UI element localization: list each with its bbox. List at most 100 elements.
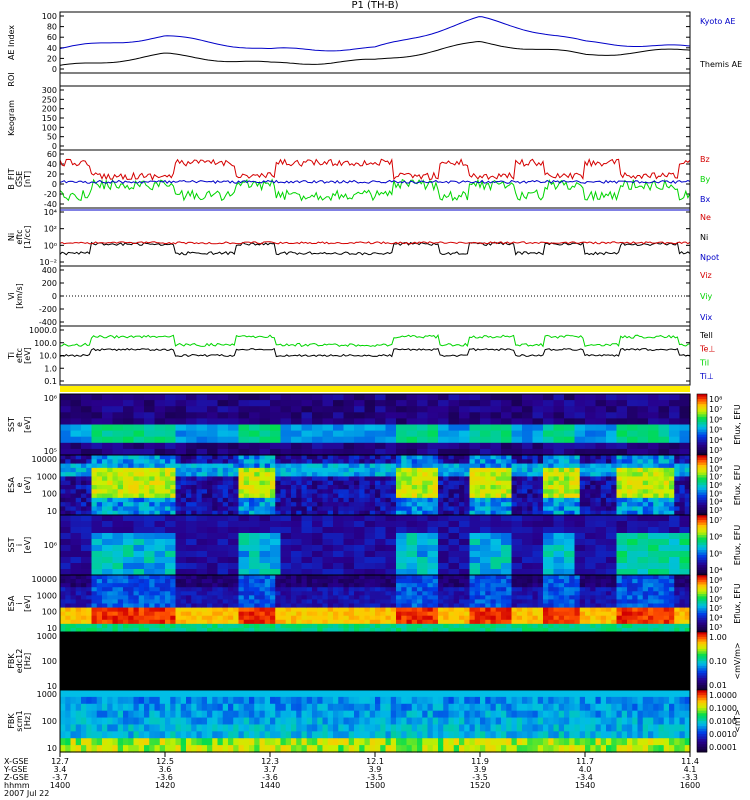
density-tick-label: 10⁻² (39, 258, 57, 267)
temperature-til (59, 334, 691, 348)
temperature-ylabel: Ti (7, 352, 16, 360)
x-axis-tick-label: -3.5 (472, 773, 488, 782)
keogram-panel-frame (59, 85, 691, 151)
bfield-legend-2: Bx (700, 195, 710, 204)
sst_i-ylabel: [eV] (23, 537, 32, 554)
esa_e-colorbar-tick: 10⁵ (709, 489, 722, 498)
esa_e-colorbar-tick: 10⁸ (709, 464, 722, 473)
roi-panel-frame (59, 72, 691, 87)
ae-tick-label: 20 (47, 54, 57, 63)
temperature-ylabel: eftc (15, 348, 24, 363)
x-axis-tick-label: 1600 (680, 781, 700, 790)
esa_e-tick-label: 10 (47, 507, 57, 516)
ae-tick-label: 40 (47, 44, 57, 53)
density-legend-0: Ne (700, 213, 711, 222)
esa_e-ylabel: e (15, 482, 24, 487)
ae-tick-label: 80 (47, 23, 57, 32)
esa_i-colorbar-tick: 10³ (709, 623, 722, 632)
esa_i-colorbar-tick: 10⁶ (709, 595, 722, 604)
x-axis-tick-label: 1420 (155, 781, 175, 790)
sst_e-colorbar-tick: 10⁶ (709, 415, 722, 424)
x-axis-tick-label: 11.9 (471, 757, 489, 766)
velocity-ylabel: Vi (7, 292, 16, 300)
velocity-tick-label: -400 (39, 318, 57, 327)
x-axis-tick-label: 1500 (365, 781, 385, 790)
keogram-tick-label: 150 (42, 114, 57, 123)
x-axis-tick-label: 12.7 (51, 757, 69, 766)
velocity-tick-label: 200 (42, 279, 57, 288)
x-axis-tick-label: 1520 (470, 781, 490, 790)
bfield-tick-label: 60 (47, 150, 57, 159)
sst_e-ylabel: [eV] (23, 416, 32, 433)
density-ylabel: eftc (15, 229, 24, 244)
sst_e-colorbar-label: Eflux, EFU (733, 404, 742, 445)
ae-series-1 (59, 40, 691, 66)
sst_i-ylabel: i (15, 544, 24, 546)
sst_i-spectrogram (60, 515, 691, 576)
temperature-legend-2: Til (699, 358, 709, 367)
sst_i-colorbar-tick: 10⁵ (709, 549, 722, 558)
esa_e-colorbar-tick: 10³ (709, 506, 722, 515)
fbk_b-spectrogram (60, 690, 691, 753)
keogram-tick-label: 100 (42, 123, 57, 132)
x-axis-row-label: X-GSE (4, 757, 29, 766)
velocity-legend-1: Viy (700, 292, 713, 301)
sst_i-tick-label: 10⁶ (44, 541, 57, 550)
esa_e-colorbar-tick: 10⁶ (709, 481, 722, 490)
keogram-tick-label: 200 (42, 105, 57, 114)
esa_i-colorbar-tick: 10⁵ (709, 604, 722, 613)
fbk_b-tick-label: 10 (47, 744, 57, 753)
velocity-tick-label: -200 (39, 305, 57, 314)
orbit-bar (60, 386, 690, 392)
esa_i-tick-label: 10000 (32, 575, 57, 584)
sst_e-colorbar-tick: 10⁷ (709, 405, 722, 414)
esa_i-ylabel: [eV] (23, 595, 32, 612)
sst_e-spectrogram (60, 394, 691, 456)
x-axis-tick-label: 12.1 (366, 757, 384, 766)
x-axis-row-label: Z-GSE (4, 773, 29, 782)
esa_e-colorbar-label: Eflux, EFU (733, 465, 742, 506)
fbk_e-ylabel: edc12 (15, 649, 24, 674)
bfield-legend-1: By (700, 175, 710, 184)
temperature-legend-0: Tell (699, 331, 713, 340)
bfield-series-0 (59, 157, 691, 181)
velocity-tick-label: 400 (42, 266, 57, 275)
sst_i-colorbar-tick: 10⁴ (709, 566, 722, 575)
sst_e-colorbar-tick: 10⁸ (709, 395, 722, 404)
temperature-ylabel: [eV] (23, 347, 32, 364)
x-axis-tick-label: 3.6 (159, 765, 172, 774)
density-ne (59, 241, 691, 245)
temperature-tell (59, 347, 691, 358)
fbk_b-ylabel: [Hz] (23, 713, 32, 729)
bfield-tick-label: 20 (47, 170, 57, 179)
keogram-tick-label: 50 (47, 133, 57, 142)
keogram-tick-label: 300 (42, 86, 57, 95)
fbk_b-ylabel: FBK (7, 713, 16, 729)
temperature-legend-3: Ti⊥ (699, 372, 714, 381)
esa_i-colorbar-tick: 10⁷ (709, 585, 722, 594)
density-tick-label: 10² (44, 225, 57, 234)
temperature-tick-label: 1000.0 (29, 326, 57, 335)
x-axis-tick-label: 3.9 (369, 765, 382, 774)
keogram-ylabel: Keogram (7, 100, 16, 136)
esa_i-spectrogram (60, 575, 691, 633)
velocity-legend-0: Viz (700, 271, 712, 280)
esa_i-ylabel: ESA (7, 595, 16, 611)
fbk_e-spectrogram (60, 632, 690, 690)
velocity-tick-label: 0 (52, 292, 57, 301)
bfield-ylabel: GSE (15, 171, 24, 187)
fbk_b-colorbar-tick: 0.0100 (709, 717, 737, 726)
fbk_b-tick-label: 1000 (37, 690, 57, 699)
sst_e-ylabel: e (15, 422, 24, 427)
velocity-legend-2: Vix (700, 313, 713, 322)
fbk_e-tick-label: 1000 (37, 632, 57, 641)
sst_i-colorbar-label: Eflux, EFU (733, 525, 742, 566)
velocity-ylabel: [km/s] (15, 283, 24, 309)
esa_e-colorbar-tick: 10⁴ (709, 498, 722, 507)
ae-series-0 (59, 16, 691, 52)
esa_e-tick-label: 10000 (32, 455, 57, 464)
x-axis-tick-label: -3.6 (262, 773, 278, 782)
sst_i-colorbar-tick: 10⁷ (709, 516, 722, 525)
keogram-tick-label: 250 (42, 95, 57, 104)
x-axis-tick-label: -3.3 (682, 773, 698, 782)
